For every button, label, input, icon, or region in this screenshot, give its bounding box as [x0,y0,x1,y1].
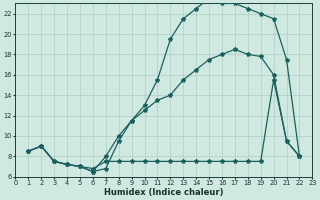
X-axis label: Humidex (Indice chaleur): Humidex (Indice chaleur) [104,188,224,197]
